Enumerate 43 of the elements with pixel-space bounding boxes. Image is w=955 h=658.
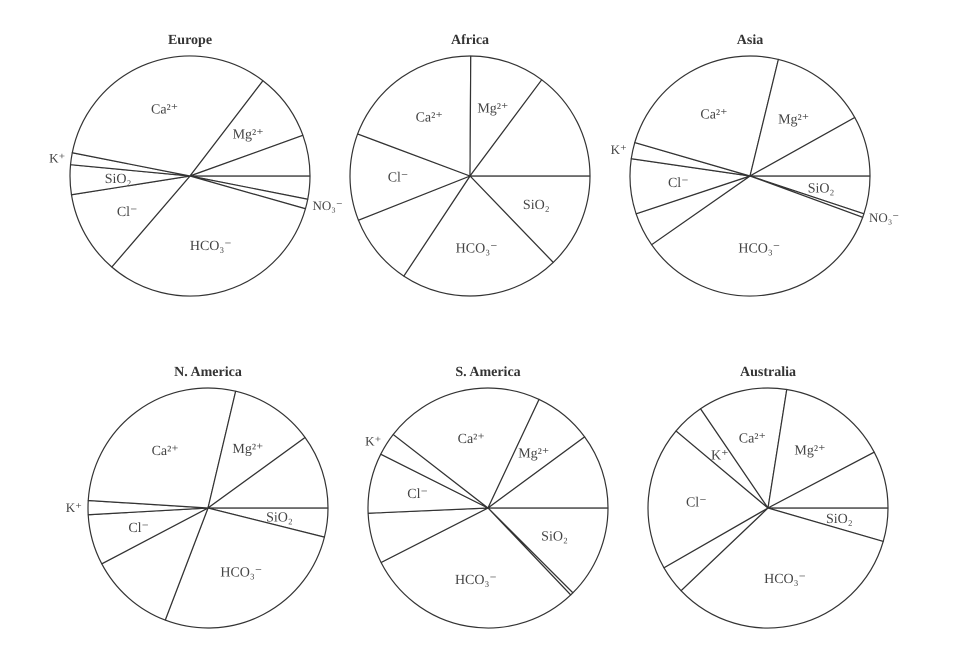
slice-label: HCO₃⁻: [764, 572, 806, 587]
slice-label: Ca²⁺: [458, 432, 485, 447]
slice-label: Ca²⁺: [152, 444, 179, 460]
slice-label: HCO₃⁻: [220, 566, 262, 581]
slice-label: Cl⁻: [128, 521, 149, 536]
slice-label: Ca²⁺: [738, 432, 766, 447]
slice-label: Ca²⁺: [700, 108, 728, 123]
slice-label: SiO₂: [826, 512, 853, 528]
slice-label: Cl⁻: [686, 496, 707, 511]
chart-title: Asia: [736, 33, 764, 48]
slice-label: K⁺: [49, 150, 66, 166]
slice-label: SiO₂: [541, 529, 568, 544]
slice-label: Mg²⁺: [518, 446, 550, 462]
slice-label: Mg²⁺: [477, 102, 508, 117]
slice-label: Cl⁻: [407, 486, 428, 502]
slice-label: Ca²⁺: [150, 102, 178, 118]
slice-label: Mg²⁺: [232, 442, 264, 457]
chart-title: Africa: [450, 33, 490, 48]
slice-label: HCO₃⁻: [456, 242, 498, 257]
slice-label: Mg²⁺: [778, 112, 810, 128]
slice-label: SiO₂: [104, 172, 132, 188]
chart-title: S. America: [455, 365, 521, 380]
slice-label: NO₃⁻: [312, 198, 343, 213]
chart-title: Europe: [168, 33, 212, 48]
slice-label: Cl⁻: [116, 204, 138, 220]
slice-label: Cl⁻: [668, 176, 689, 192]
slice-label: HCO₃⁻: [190, 238, 232, 254]
slice-label: K⁺: [610, 142, 627, 157]
slice-label: Mg²⁺: [794, 443, 826, 458]
slice-label: Cl⁻: [388, 170, 408, 186]
slice-label: Mg²⁺: [232, 127, 264, 142]
slice-label: Ca²⁺: [416, 110, 443, 126]
slice-label: NO₃⁻: [868, 210, 900, 226]
slice-label: K⁺: [66, 500, 82, 516]
slice-label: SiO₂: [808, 181, 835, 196]
chart-title: N. America: [174, 365, 242, 380]
slice-label: SiO₂: [266, 510, 293, 526]
slice-label: SiO₂: [522, 198, 550, 214]
chart-title: Australia: [740, 365, 796, 380]
slice-label: HCO₃⁻: [454, 572, 497, 588]
slice-label: K⁺: [710, 448, 728, 464]
slice-label: K⁺: [365, 433, 382, 448]
slice-label: HCO₃⁻: [738, 241, 780, 256]
